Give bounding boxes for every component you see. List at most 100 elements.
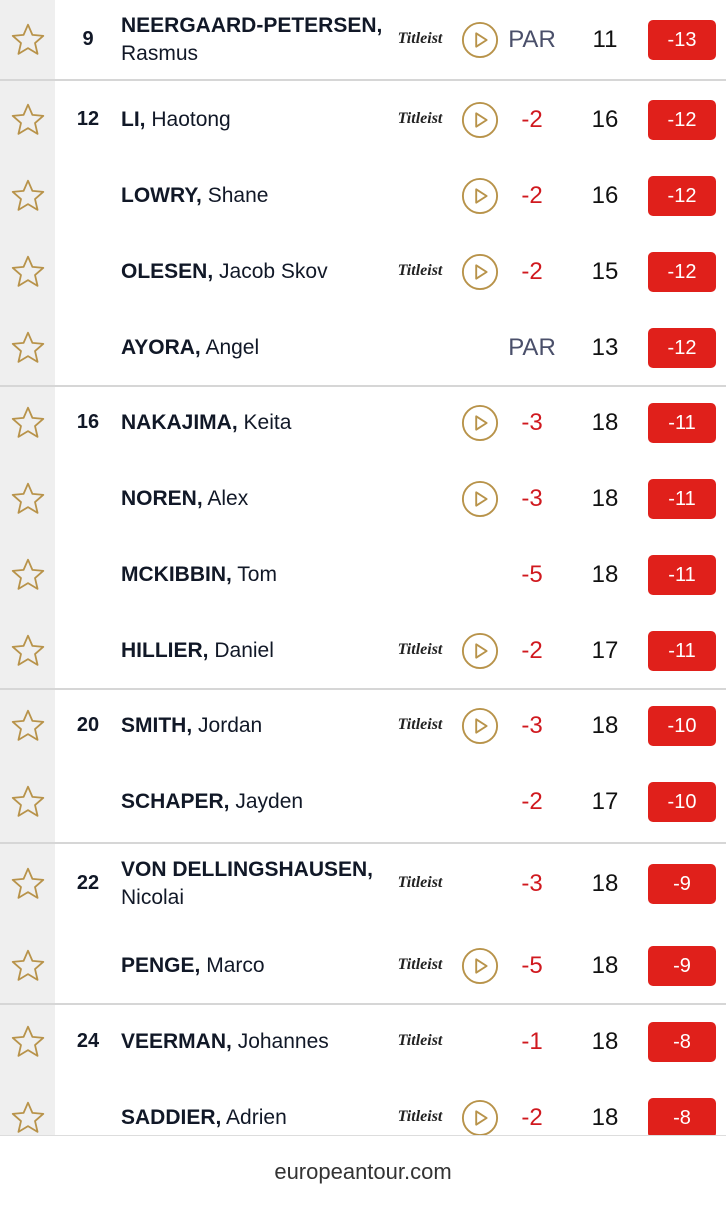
- first-name: Jacob Skov: [219, 260, 328, 283]
- first-name: Keita: [243, 411, 292, 434]
- total-score: -12: [648, 328, 716, 368]
- holes-thru: 15: [591, 258, 619, 285]
- group-separator: [0, 384, 726, 387]
- holes-thru: 18: [591, 1028, 619, 1055]
- favorite-star[interactable]: [10, 330, 46, 366]
- first-name: Johannes: [237, 1030, 329, 1053]
- last-name: NEERGAARD-PETERSEN,: [121, 14, 383, 37]
- player-name: SCHAPER, Jayden: [121, 788, 391, 816]
- favorite-star[interactable]: [10, 22, 46, 58]
- first-name: Haotong: [151, 108, 231, 131]
- today-score: -3: [521, 409, 543, 436]
- last-name: VON DELLINGSHAUSEN,: [121, 858, 374, 881]
- holes-thru: 18: [591, 712, 619, 739]
- favorite-star[interactable]: [10, 1100, 46, 1135]
- video-button[interactable]: [461, 947, 499, 985]
- position: 12: [76, 108, 100, 130]
- favorite-star[interactable]: [10, 405, 46, 441]
- last-name: LOWRY,: [121, 184, 202, 207]
- favorite-star[interactable]: [10, 178, 46, 214]
- favorite-star[interactable]: [10, 481, 46, 517]
- sponsor-logo: Titleist: [397, 716, 443, 733]
- total-score: -13: [648, 20, 716, 60]
- video-button[interactable]: [461, 1099, 499, 1135]
- total-score: -12: [648, 252, 716, 292]
- favorite-star[interactable]: [10, 557, 46, 593]
- first-name: Marco: [206, 954, 265, 977]
- video-button[interactable]: [461, 707, 499, 745]
- first-name: Alex: [207, 487, 249, 510]
- today-score: -1: [521, 1028, 543, 1055]
- today-score: -2: [521, 182, 543, 209]
- sponsor-logo: Titleist: [397, 1032, 443, 1049]
- player-name: LOWRY, Shane: [121, 182, 391, 210]
- favorite-star[interactable]: [10, 254, 46, 290]
- favorite-star[interactable]: [10, 1024, 46, 1060]
- sponsor-logo: Titleist: [397, 956, 443, 973]
- sponsor-logo: Titleist: [397, 262, 443, 279]
- player-name: SADDIER, Adrien: [121, 1104, 391, 1132]
- favorite-star[interactable]: [10, 784, 46, 820]
- player-name: VEERMAN, Johannes: [121, 1028, 391, 1056]
- total-score: -9: [648, 946, 716, 986]
- first-name: Rasmus: [121, 42, 199, 65]
- player-name: AYORA, Angel: [121, 334, 391, 362]
- total-score: -11: [648, 555, 716, 595]
- video-button[interactable]: [461, 101, 499, 139]
- video-button[interactable]: [461, 177, 499, 215]
- position: 20: [76, 714, 100, 736]
- holes-thru: 17: [591, 637, 619, 664]
- total-score: -11: [648, 631, 716, 671]
- holes-thru: 18: [591, 485, 619, 512]
- today-score: -2: [521, 637, 543, 664]
- player-name: PENGE, Marco: [121, 952, 391, 980]
- holes-thru: 18: [591, 952, 619, 979]
- holes-thru: 18: [591, 561, 619, 588]
- last-name: NAKAJIMA,: [121, 411, 238, 434]
- sponsor-logo: Titleist: [397, 110, 443, 127]
- today-score: -2: [521, 788, 543, 815]
- first-name: Jordan: [198, 714, 263, 737]
- group-separator: [0, 687, 726, 690]
- position: 16: [76, 411, 100, 433]
- first-name: Angel: [205, 336, 260, 359]
- holes-thru: 18: [591, 870, 619, 897]
- video-button[interactable]: [461, 404, 499, 442]
- total-score: -10: [648, 782, 716, 822]
- today-score: -2: [521, 1104, 543, 1131]
- last-name: SCHAPER,: [121, 790, 230, 813]
- player-name: LI, Haotong: [121, 106, 391, 134]
- today-score: -5: [521, 952, 543, 979]
- holes-thru: 18: [591, 409, 619, 436]
- group-separator: [0, 842, 726, 844]
- total-score: -8: [648, 1022, 716, 1062]
- last-name: LI,: [121, 108, 146, 131]
- holes-thru: 13: [591, 334, 619, 361]
- player-name: SMITH, Jordan: [121, 712, 391, 740]
- favorite-star[interactable]: [10, 102, 46, 138]
- player-name: OLESEN, Jacob Skov: [121, 258, 391, 286]
- total-score: -11: [648, 479, 716, 519]
- last-name: SADDIER,: [121, 1106, 222, 1129]
- position: 24: [76, 1030, 100, 1052]
- player-name: MCKIBBIN, Tom: [121, 561, 391, 589]
- first-name: Tom: [237, 563, 277, 586]
- video-button[interactable]: [461, 480, 499, 518]
- favorite-star[interactable]: [10, 633, 46, 669]
- favorite-star[interactable]: [10, 708, 46, 744]
- first-name: Nicolai: [121, 886, 185, 909]
- video-button[interactable]: [461, 21, 499, 59]
- last-name: NOREN,: [121, 487, 203, 510]
- favorite-star[interactable]: [10, 866, 46, 902]
- video-button[interactable]: [461, 632, 499, 670]
- video-button[interactable]: [461, 253, 499, 291]
- first-name: Adrien: [226, 1106, 287, 1129]
- player-name: NAKAJIMA, Keita: [121, 409, 391, 437]
- player-name: NOREN, Alex: [121, 485, 391, 513]
- first-name: Shane: [207, 184, 269, 207]
- total-score: -11: [648, 403, 716, 443]
- favorite-star[interactable]: [10, 948, 46, 984]
- today-score: -2: [521, 106, 543, 133]
- position: 9: [82, 28, 94, 50]
